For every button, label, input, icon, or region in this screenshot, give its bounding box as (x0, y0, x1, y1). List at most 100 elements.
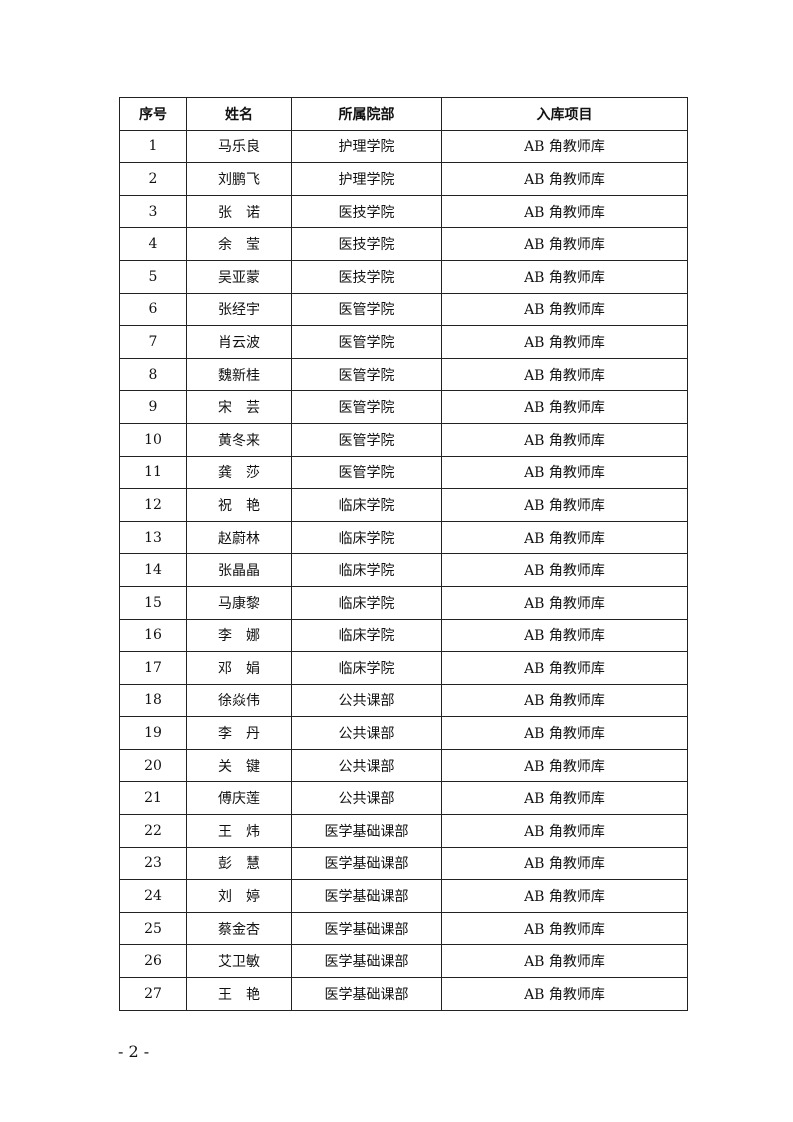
cell-index: 10 (119, 422, 187, 457)
teacher-table: 序号 姓名 所属院部 入库项目 1 马乐良 护理学院 AB 角教师库 2 刘鹏飞 护理学院 AB 角… (119, 97, 688, 1011)
cell-name: 张经宇 (186, 292, 292, 327)
cell-index: 22 (119, 814, 187, 848)
cell-index: 24 (119, 879, 187, 913)
cell-department: 医管学院 (291, 455, 442, 490)
cell-department: 医管学院 (291, 292, 442, 327)
cell-name: 李 娜 (186, 618, 292, 653)
cell-department: 医学基础课部 (291, 977, 442, 1011)
cell-project: AB 角教师库 (441, 325, 688, 359)
cell-name: 马乐良 (186, 129, 292, 164)
column-header-project: 入库项目 (441, 97, 688, 131)
cell-index: 8 (119, 357, 187, 392)
cell-department: 医技学院 (291, 194, 442, 229)
table-row: 11 龚 莎医管学院 AB 角教师库 (119, 455, 688, 490)
cell-index: 2 (119, 162, 187, 196)
table-row: 14 张晶晶 临床学院 AB 角教师库 (119, 553, 688, 587)
cell-department: 医技学院 (291, 227, 442, 261)
cell-name: 关 键 (186, 748, 292, 783)
cell-project: AB 角教师库 (441, 977, 688, 1011)
cell-name: 赵蔚林 (186, 520, 292, 555)
table-row: 22 王 炜医学基础课部 AB 角教师库 (119, 814, 688, 848)
cell-project: AB 角教师库 (441, 944, 688, 979)
cell-project: AB 角教师库 (441, 585, 688, 620)
cell-index: 1 (119, 129, 187, 164)
table-row: 23 彭 慧医学基础课部 AB 角教师库 (119, 846, 688, 881)
table-row: 27 王 艳医学基础课部 AB 角教师库 (119, 977, 688, 1011)
cell-name: 余 莹 (186, 227, 292, 261)
cell-department: 临床学院 (291, 488, 442, 522)
cell-department: 临床学院 (291, 553, 442, 587)
cell-project: AB 角教师库 (441, 553, 688, 587)
cell-name: 肖云波 (186, 325, 292, 359)
column-header-name: 姓名 (186, 97, 292, 131)
cell-name: 傅庆莲 (186, 781, 292, 816)
cell-index: 21 (119, 781, 187, 816)
column-header-department: 所属院部 (291, 97, 442, 131)
cell-index: 6 (119, 292, 187, 327)
table-row: 10 黄冬来 医管学院 AB 角教师库 (119, 422, 688, 457)
cell-project: AB 角教师库 (441, 846, 688, 881)
cell-index: 13 (119, 520, 187, 555)
cell-project: AB 角教师库 (441, 781, 688, 816)
cell-name: 王 炜 (186, 814, 292, 848)
cell-index: 27 (119, 977, 187, 1011)
cell-index: 12 (119, 488, 187, 522)
cell-name: 王 艳 (186, 977, 292, 1011)
cell-department: 医管学院 (291, 357, 442, 392)
cell-index: 25 (119, 911, 187, 946)
cell-name: 张 诺 (186, 194, 292, 229)
table-row: 5 吴亚蒙 医技学院 AB 角教师库 (119, 259, 688, 294)
cell-name: 李 丹 (186, 716, 292, 750)
cell-project: AB 角教师库 (441, 357, 688, 392)
cell-name: 祝 艳 (186, 488, 292, 522)
table-row: 19 李 丹公共课部 AB 角教师库 (119, 716, 688, 750)
table-row: 25 蔡金杏 医学基础课部 AB 角教师库 (119, 911, 688, 946)
table-row: 13 赵蔚林 临床学院 AB 角教师库 (119, 520, 688, 555)
cell-name: 艾卫敏 (186, 944, 292, 979)
cell-department: 医技学院 (291, 259, 442, 294)
cell-name: 张晶晶 (186, 553, 292, 587)
table-row: 1 马乐良 护理学院 AB 角教师库 (119, 129, 688, 164)
cell-index: 7 (119, 325, 187, 359)
cell-department: 医学基础课部 (291, 879, 442, 913)
cell-index: 15 (119, 585, 187, 620)
cell-project: AB 角教师库 (441, 618, 688, 653)
table-row: 17 邓 娟临床学院 AB 角教师库 (119, 651, 688, 685)
table-row: 24 刘 婷医学基础课部 AB 角教师库 (119, 879, 688, 913)
cell-project: AB 角教师库 (441, 651, 688, 685)
cell-department: 医管学院 (291, 390, 442, 424)
cell-department: 临床学院 (291, 618, 442, 653)
cell-name: 徐焱伟 (186, 683, 292, 718)
table-header-row: 序号 姓名 所属院部 入库项目 (119, 97, 688, 131)
cell-name: 刘 婷 (186, 879, 292, 913)
cell-project: AB 角教师库 (441, 879, 688, 913)
cell-project: AB 角教师库 (441, 162, 688, 196)
cell-index: 23 (119, 846, 187, 881)
table-row: 8 魏新桂 医管学院 AB 角教师库 (119, 357, 688, 392)
cell-index: 17 (119, 651, 187, 685)
cell-department: 医学基础课部 (291, 911, 442, 946)
cell-name: 魏新桂 (186, 357, 292, 392)
table-row: 12 祝 艳临床学院 AB 角教师库 (119, 488, 688, 522)
cell-index: 9 (119, 390, 187, 424)
cell-department: 医学基础课部 (291, 814, 442, 848)
cell-project: AB 角教师库 (441, 390, 688, 424)
cell-index: 26 (119, 944, 187, 979)
table-row: 7 肖云波 医管学院 AB 角教师库 (119, 325, 688, 359)
cell-index: 16 (119, 618, 187, 653)
cell-department: 临床学院 (291, 651, 442, 685)
table-row: 21 傅庆莲 公共课部 AB 角教师库 (119, 781, 688, 816)
cell-project: AB 角教师库 (441, 748, 688, 783)
cell-department: 医管学院 (291, 422, 442, 457)
cell-department: 医管学院 (291, 325, 442, 359)
cell-name: 吴亚蒙 (186, 259, 292, 294)
cell-name: 黄冬来 (186, 422, 292, 457)
cell-department: 公共课部 (291, 716, 442, 750)
cell-project: AB 角教师库 (441, 455, 688, 490)
cell-name: 彭 慧 (186, 846, 292, 881)
cell-project: AB 角教师库 (441, 814, 688, 848)
column-header-index: 序号 (119, 97, 187, 131)
